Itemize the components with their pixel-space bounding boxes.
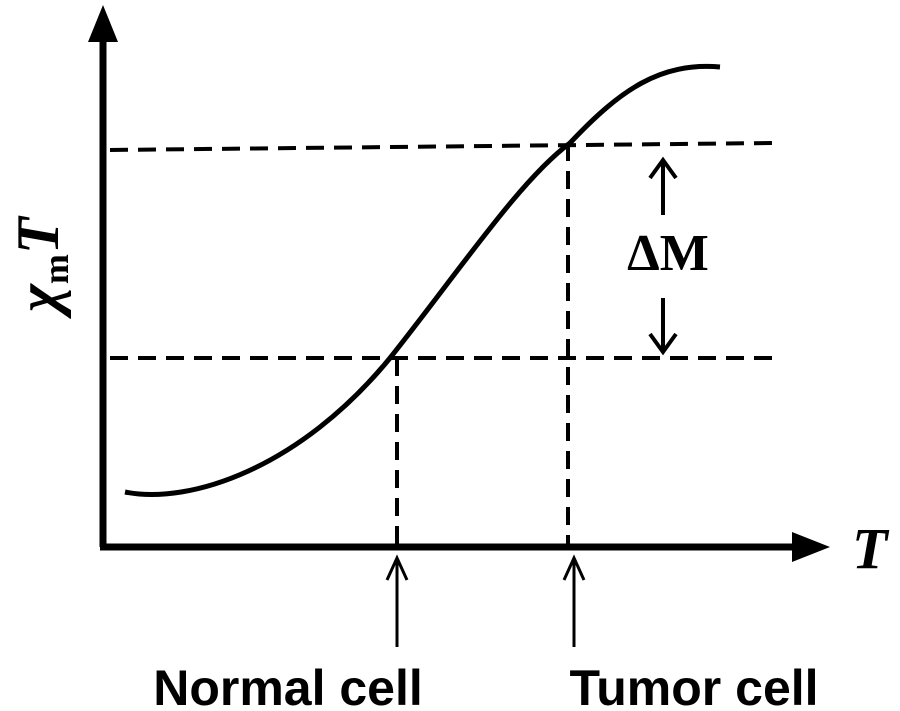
normal-marker-arrowhead: [385, 554, 409, 581]
tumor-cell-label: Tumor cell: [569, 660, 818, 711]
delta-up-arrowhead: [648, 156, 678, 180]
delta-m-label: ΔM: [627, 225, 709, 282]
y-axis-arrowhead: [88, 5, 118, 42]
normal-cell-label: Normal cell: [153, 660, 423, 711]
tumor-marker-arrowhead: [562, 554, 586, 581]
y-label-subscript: m: [36, 254, 76, 284]
sigmoid-curve: [124, 63, 721, 497]
x-axis-label: T: [852, 516, 890, 581]
y-label-variable: T: [5, 215, 71, 254]
y-label-chi: χ: [5, 283, 71, 319]
upper-dashed-line: [109, 141, 773, 152]
y-axis-label: χmT: [5, 215, 76, 319]
delta-down-arrowhead: [648, 332, 678, 356]
x-axis-arrowhead: [792, 532, 830, 562]
